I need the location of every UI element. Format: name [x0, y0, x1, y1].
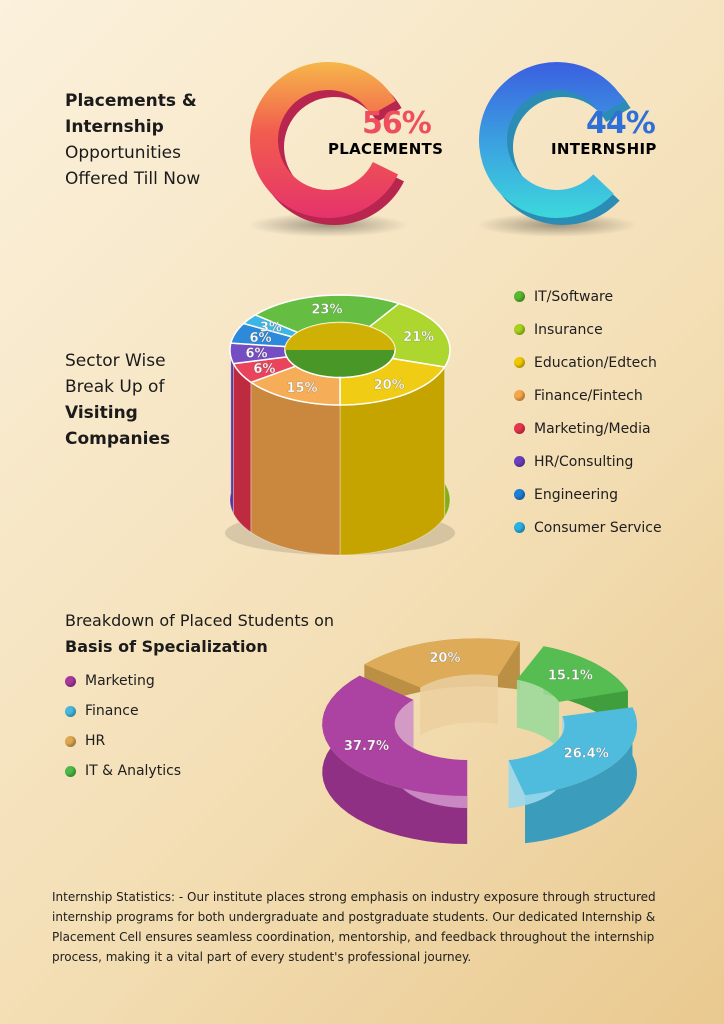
sector-wall-5 — [229, 342, 234, 514]
sector-data-label-7: 3% — [260, 321, 282, 336]
sector-legend-item: Education/Edtech — [514, 346, 662, 379]
specialization-donut: 20% 15.1% 37.7% 26.4% — [322, 638, 637, 845]
spec-data-label-0: 37.7% — [344, 739, 389, 754]
legend-dot — [514, 489, 525, 500]
placements-ring — [250, 62, 399, 218]
legend-dot — [514, 522, 525, 533]
specialization-legend-item: HR — [65, 726, 181, 756]
spec-data-label-2: 20% — [429, 651, 460, 666]
specialization-legend-label: HR — [85, 733, 106, 749]
internship-label: INTERNSHIP — [551, 140, 657, 158]
specialization-title: Breakdown of Placed Students on Basis of… — [65, 611, 334, 656]
specialization-legend-item: Marketing — [65, 666, 181, 696]
sector-legend-label: IT/Software — [534, 288, 614, 305]
spec-inner-wall-2 — [420, 674, 498, 736]
spec-slice-2 — [364, 638, 520, 688]
specialization-legend-label: Marketing — [85, 673, 155, 689]
sector-pie: 23%21%20%15%6%6%6%3% — [225, 294, 455, 556]
sector-data-label-3: 15% — [286, 381, 317, 396]
sector-data-label-6: 6% — [249, 331, 271, 346]
sector-legend: IT/Software Insurance Education/Edtech Fina… — [514, 280, 662, 544]
legend-dot — [65, 765, 76, 777]
sector-title: Sector Wise Break Up of Visiting Compani… — [65, 351, 171, 449]
sector-legend-label: Education/Edtech — [534, 354, 657, 371]
sector-legend-label: Insurance — [534, 321, 603, 338]
sector-legend-label: Engineering — [534, 486, 618, 503]
sector-legend-item: Consumer Service — [514, 511, 662, 544]
sector-legend-item: Marketing/Media — [514, 412, 662, 445]
specialization-legend-label: IT & Analytics — [85, 763, 182, 779]
internship-ring — [479, 62, 625, 219]
sector-data-label-2: 20% — [374, 378, 405, 393]
specialization-legend-item: IT & Analytics — [65, 756, 181, 786]
sector-legend-item: IT/Software — [514, 280, 662, 313]
legend-dot — [514, 324, 525, 335]
legend-dot — [514, 456, 525, 467]
spec-slice-1 — [508, 707, 637, 796]
sector-legend-item: Insurance — [514, 313, 662, 346]
sector-legend-label: Marketing/Media — [534, 420, 651, 437]
sector-data-label-1: 21% — [403, 330, 434, 345]
spec-slice-3 — [516, 646, 628, 702]
sector-legend-item: Engineering — [514, 478, 662, 511]
spec-inner-wall-3 — [516, 679, 560, 750]
sector-data-label-5: 6% — [246, 347, 268, 362]
spec-data-label-1: 26.4% — [564, 747, 609, 762]
ring1-shadow — [248, 213, 408, 237]
legend-dot — [514, 291, 525, 302]
sector-legend-label: HR/Consulting — [534, 453, 634, 470]
internship-statistics-text: Internship Statistics: - Our institute p… — [52, 890, 656, 964]
specialization-legend-item: Finance — [65, 696, 181, 726]
specialization-legend-label: Finance — [85, 703, 139, 719]
legend-dot — [514, 423, 525, 434]
legend-dot — [514, 390, 525, 401]
spec-slice-0 — [322, 675, 468, 797]
placements-label: PLACEMENTS — [328, 140, 443, 158]
sector-data-label-0: 23% — [311, 303, 342, 318]
placements-pct: 56% — [362, 106, 432, 141]
legend-dot — [65, 735, 76, 747]
placements-title: Placements & Internship Opportunities Of… — [65, 91, 201, 189]
legend-dot — [514, 357, 525, 368]
spec-data-label-3: 15.1% — [548, 669, 593, 684]
sector-wall-4 — [232, 363, 252, 534]
sector-slice-7 — [242, 314, 300, 338]
internship-pct: 44% — [586, 106, 656, 141]
sector-data-label-4: 6% — [253, 362, 275, 377]
sector-wall-3 — [250, 381, 341, 556]
legend-dot — [65, 705, 76, 717]
ring2-shadow — [477, 213, 637, 237]
spec-wall-1 — [525, 707, 637, 844]
placement-rings: 56% PLACEMENTS 44% INTERNSHIP — [248, 62, 657, 237]
sector-legend-label: Finance/Fintech — [534, 387, 643, 404]
specialization-legend: Marketing Finance HR IT & Analytics — [65, 666, 181, 786]
sector-legend-label: Consumer Service — [534, 519, 662, 536]
sector-legend-item: Finance/Fintech — [514, 379, 662, 412]
sector-legend-item: HR/Consulting — [514, 445, 662, 478]
sector-inner-hole — [285, 322, 395, 350]
legend-dot — [65, 675, 76, 687]
